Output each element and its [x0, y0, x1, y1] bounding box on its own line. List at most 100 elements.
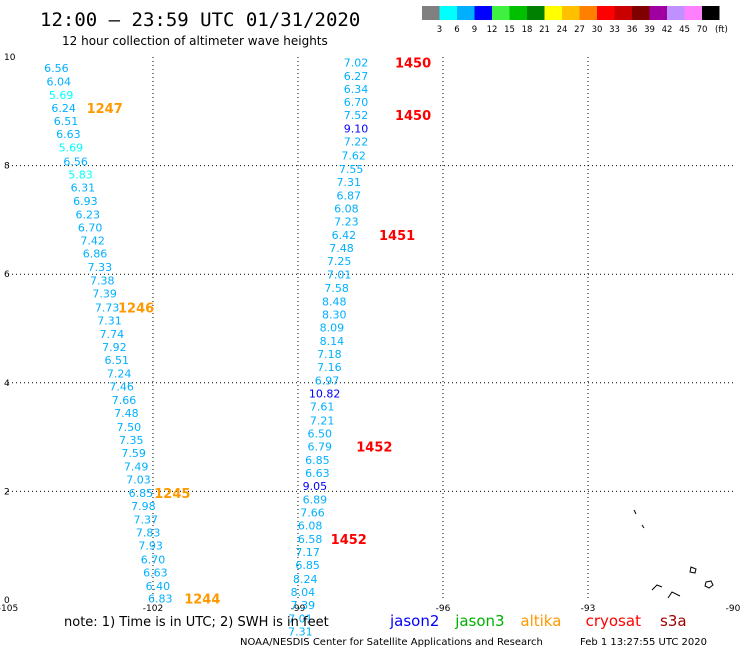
wave-height-value: 6.31 [71, 181, 96, 194]
latitude-tick-labels: 0 2 4 6 8 10 [4, 53, 16, 606]
wave-height-value: 6.40 [146, 580, 171, 593]
wave-height-value: 6.63 [56, 128, 81, 141]
wave-height-value: 6.89 [303, 494, 328, 507]
wave-height-value: 7.48 [114, 407, 139, 420]
wave-height-value: 7.49 [124, 460, 149, 473]
y-tick-label: 8 [4, 162, 10, 172]
wave-height-value: 8.30 [322, 308, 347, 321]
credit-line: NOAA/NESDIS Center for Satellite Applica… [240, 637, 543, 648]
colorbar-swatch [597, 6, 615, 20]
satellite-legend-item: cryosat [586, 612, 641, 630]
x-tick-label: -105 [0, 604, 18, 614]
colorbar-tick-label: 42 [662, 25, 673, 35]
colorbar-swatch [649, 6, 667, 20]
x-tick-label: -99 [291, 604, 306, 614]
wave-height-value: 6.85 [129, 487, 154, 500]
wave-height-value: 6.70 [344, 96, 369, 109]
y-tick-label: 6 [4, 270, 10, 280]
wave-height-value: 6.79 [308, 440, 333, 453]
wave-height-value: 6.86 [83, 248, 108, 261]
colorbar-swatch [684, 6, 702, 20]
wave-height-value: 7.61 [310, 401, 335, 414]
wave-height-value: 7.16 [317, 361, 342, 374]
wave-height-value: 9.10 [344, 123, 369, 136]
wave-height-value: 7.31 [288, 625, 313, 638]
wave-height-value: 6.34 [344, 83, 369, 96]
wave-height-value: 7.22 [344, 136, 369, 149]
colorbar-swatch [667, 6, 685, 20]
pass-time-label: 1247 [87, 102, 123, 117]
colorbar-tick-label: 30 [592, 25, 603, 35]
pass-time-label: 1452 [356, 440, 392, 455]
wave-height-value: 7.55 [339, 163, 364, 176]
y-tick-label: 2 [4, 487, 10, 497]
wave-height-value: 7.92 [102, 341, 127, 354]
pass-time-label: 1450 [395, 56, 431, 71]
colorbar-tick-label: 33 [609, 25, 620, 35]
coastline-islands [633, 509, 714, 599]
wave-height-value: 9.05 [303, 480, 328, 493]
colorbar-tick-label: 45 [679, 25, 690, 35]
pass-time-label: 1246 [118, 301, 154, 316]
wave-height-value: 6.42 [332, 229, 357, 242]
wave-height-value: 7.50 [117, 421, 142, 434]
wave-height-value: 8.09 [320, 321, 345, 334]
wave-height-value: 7.24 [107, 368, 132, 381]
wave-height-value: 7.58 [324, 282, 349, 295]
colorbar-swatch [614, 6, 632, 20]
colorbar-tick-label: 15 [504, 25, 515, 35]
colorbar-tick-label: 36 [627, 25, 638, 35]
generated-timestamp: Feb 1 13:27:55 UTC 2020 [580, 637, 707, 648]
x-tick-label: -90 [726, 604, 740, 614]
colorbar-swatch [439, 6, 457, 20]
wave-height-value: 7.01 [327, 269, 352, 282]
wave-height-value: 7.66 [300, 507, 325, 520]
colorbar-tick-label: 70 [697, 25, 708, 35]
wave-height-value: 8.04 [291, 586, 316, 599]
wave-height-value: 7.31 [337, 176, 362, 189]
colorbar-swatch [509, 6, 527, 20]
colorbar-swatch [457, 6, 475, 20]
wave-height-value: 6.04 [47, 75, 72, 88]
wave-height-value: 7.21 [310, 414, 335, 427]
wave-height-value: 7.03 [126, 473, 151, 486]
wave-height-value: 7.35 [119, 434, 144, 447]
pass-time-label: 1244 [184, 592, 220, 607]
colorbar-tick-label: 39 [644, 25, 655, 35]
wave-height-value: 7.46 [109, 381, 134, 394]
wave-height-value: 5.69 [49, 89, 74, 102]
wave-height-value: 7.31 [97, 314, 122, 327]
wave-height-value: 7.33 [88, 261, 113, 274]
colorbar-tick-label: 21 [539, 25, 550, 35]
colorbar-tick-label: 24 [557, 25, 568, 35]
wave-height-value: 7.42 [80, 235, 105, 248]
units-note: note: 1) Time is in UTC; 2) SWH is in fe… [64, 615, 329, 630]
wave-height-value: 6.70 [78, 222, 103, 235]
wave-height-value: 6.97 [315, 375, 340, 388]
x-tick-label: -96 [436, 604, 451, 614]
colorbar-swatch [527, 6, 545, 20]
wave-height-value: 7.74 [100, 328, 125, 341]
pass-time-labels: 1247 1246 1245 1244 1450 1450 1451 1452 1452 [87, 56, 432, 607]
wave-height-value: 7.25 [327, 255, 352, 268]
colorbar-tick-label: 27 [574, 25, 585, 35]
wave-height-value: 8.14 [320, 335, 345, 348]
wave-height-value: 7.18 [317, 348, 342, 361]
x-tick-label: -93 [581, 604, 596, 614]
wave-height-value: 6.58 [298, 533, 323, 546]
wave-height-value: 7.39 [92, 288, 117, 301]
wave-height-value: 6.63 [143, 566, 168, 579]
wave-height-value: 7.23 [334, 216, 359, 229]
colorbar-swatch [544, 6, 562, 20]
wave-height-value: 6.50 [308, 427, 333, 440]
wave-height-value: 5.83 [68, 168, 93, 181]
wave-height-colorbar [422, 6, 720, 20]
colorbar-swatch [562, 6, 580, 20]
y-tick-label: 0 [4, 596, 10, 606]
colorbar-tick-label: 12 [487, 25, 498, 35]
colorbar-swatch [492, 6, 510, 20]
colorbar-tick-label: 18 [522, 25, 533, 35]
wave-height-value: 7.98 [131, 500, 156, 513]
